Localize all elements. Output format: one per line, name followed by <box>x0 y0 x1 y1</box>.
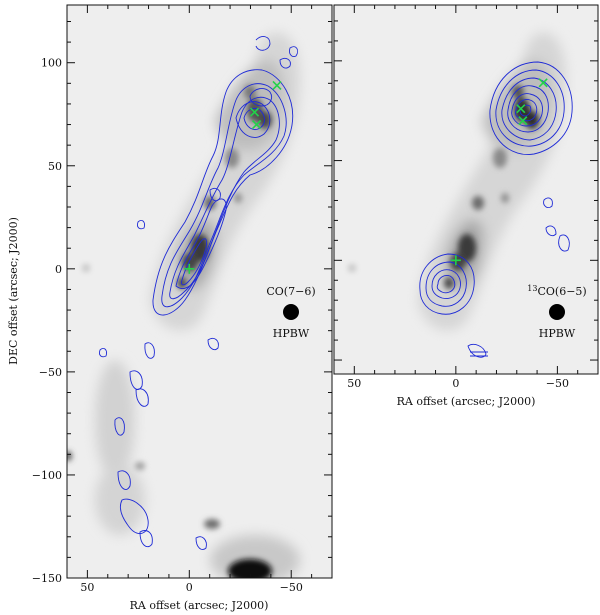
right-xlabel: RA offset (arcsec; J2000) <box>397 395 536 408</box>
left-beam-label: HPBW <box>273 327 310 340</box>
left-xtick-label: 0 <box>186 581 193 594</box>
x-marker <box>249 107 260 117</box>
x-marker-stroke-b <box>516 104 526 114</box>
left-bright-knots <box>67 85 272 578</box>
left-contours <box>99 36 299 550</box>
left-ticks: 50 0 −50 100 50 0 −50 −100 −150 <box>32 5 333 594</box>
left-panel-frame <box>66 4 333 579</box>
plus-marker <box>450 255 461 266</box>
x-marker-stroke-b <box>252 119 262 130</box>
right-ticks: 50 0 −50 <box>333 5 599 390</box>
x-marker-stroke-b <box>518 116 528 126</box>
x-marker <box>538 78 548 88</box>
left-xtick-label: −50 <box>280 581 303 594</box>
x-marker-stroke-b <box>272 80 282 90</box>
left-ytick-label: −100 <box>32 469 62 482</box>
left-ytick-label: 50 <box>48 160 62 173</box>
x-marker <box>518 116 528 126</box>
left-panel: CO(7−6) HPBW 50 0 −50 100 50 0 −50 −100 −150 DEC… <box>7 4 333 612</box>
plus-marker <box>184 263 195 274</box>
left-xlabel: RA offset (arcsec; J2000) <box>130 599 269 612</box>
left-ytick-label: −150 <box>32 572 62 585</box>
left-markers <box>184 80 282 274</box>
x-marker <box>516 104 526 114</box>
left-xtick-label: 50 <box>80 581 94 594</box>
left-beam: CO(7−6) HPBW <box>266 285 315 340</box>
x-marker-stroke-b <box>538 78 548 88</box>
x-marker-stroke-b <box>249 107 260 117</box>
right-beam-label: HPBW <box>539 327 576 340</box>
right-markers <box>450 78 548 266</box>
left-beam-circle <box>283 304 299 320</box>
right-xtick-label: 50 <box>347 377 361 390</box>
left-ytick-label: 0 <box>55 263 62 276</box>
x-marker <box>252 119 262 130</box>
x-marker <box>272 80 282 90</box>
right-panel-frame <box>333 4 599 375</box>
left-ytick-label: −50 <box>39 366 62 379</box>
left-line-label: CO(7−6) <box>266 285 315 298</box>
left-ytick-label: 100 <box>41 57 62 70</box>
left-line-label-main: CO(7−6) <box>266 285 315 298</box>
right-line-label: 13CO(6−5) <box>527 284 586 298</box>
right-beam-circle <box>549 304 565 320</box>
right-xtick-label: −50 <box>546 377 569 390</box>
right-xtick-label: 0 <box>452 377 459 390</box>
left-ylabel: DEC offset (arcsec; J2000) <box>7 217 20 365</box>
left-emission-map <box>67 32 300 578</box>
right-beam: 13CO(6−5) HPBW <box>527 284 586 340</box>
right-panel: 13CO(6−5) HPBW 50 0 −50 RA offset (arcsec;… <box>333 4 599 408</box>
right-line-label-main: CO(6−5) <box>537 285 586 298</box>
right-line-label-sup: 13 <box>527 284 537 293</box>
